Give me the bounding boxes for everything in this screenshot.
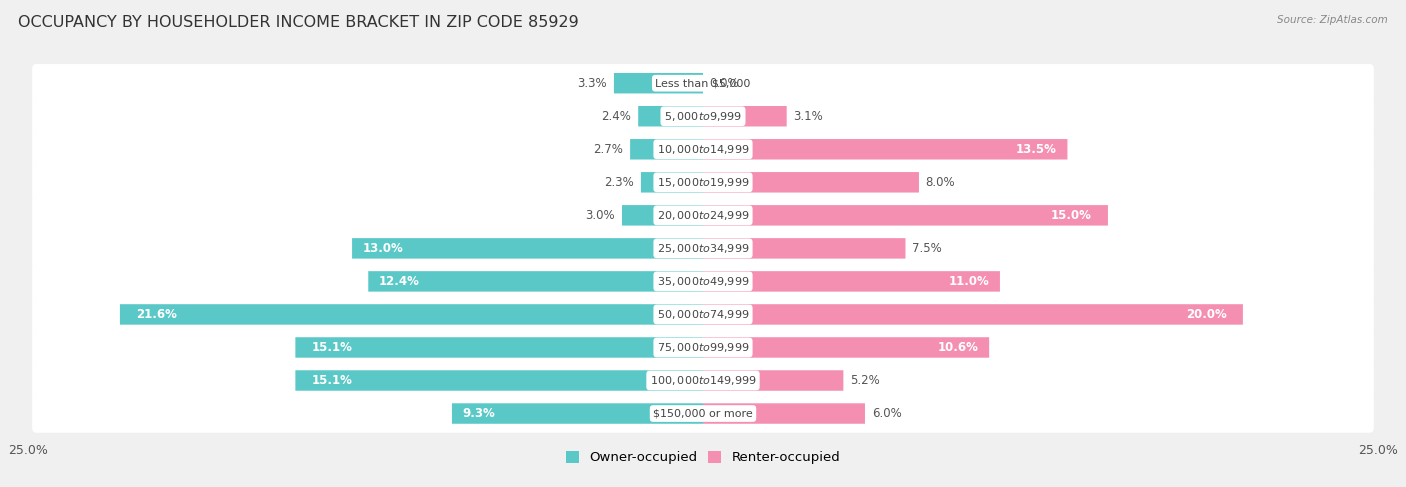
Text: 0.0%: 0.0% [710, 77, 740, 90]
Text: 13.5%: 13.5% [1015, 143, 1057, 156]
FancyBboxPatch shape [295, 337, 703, 358]
Text: 3.3%: 3.3% [578, 77, 607, 90]
FancyBboxPatch shape [32, 163, 1374, 202]
FancyBboxPatch shape [703, 205, 1108, 225]
Text: 10.6%: 10.6% [938, 341, 979, 354]
Text: 5.2%: 5.2% [851, 374, 880, 387]
Text: 6.0%: 6.0% [872, 407, 901, 420]
Text: $50,000 to $74,999: $50,000 to $74,999 [657, 308, 749, 321]
Text: 3.0%: 3.0% [586, 209, 616, 222]
FancyBboxPatch shape [703, 172, 920, 192]
Text: 7.5%: 7.5% [912, 242, 942, 255]
Text: 2.7%: 2.7% [593, 143, 623, 156]
FancyBboxPatch shape [352, 238, 703, 259]
FancyBboxPatch shape [451, 403, 703, 424]
FancyBboxPatch shape [703, 370, 844, 391]
Text: 15.1%: 15.1% [312, 374, 353, 387]
FancyBboxPatch shape [703, 403, 865, 424]
Text: $25,000 to $34,999: $25,000 to $34,999 [657, 242, 749, 255]
FancyBboxPatch shape [703, 304, 1243, 325]
FancyBboxPatch shape [295, 370, 703, 391]
FancyBboxPatch shape [614, 73, 703, 94]
Text: $20,000 to $24,999: $20,000 to $24,999 [657, 209, 749, 222]
Text: Source: ZipAtlas.com: Source: ZipAtlas.com [1277, 15, 1388, 25]
FancyBboxPatch shape [32, 229, 1374, 267]
Text: OCCUPANCY BY HOUSEHOLDER INCOME BRACKET IN ZIP CODE 85929: OCCUPANCY BY HOUSEHOLDER INCOME BRACKET … [18, 15, 579, 30]
FancyBboxPatch shape [621, 205, 703, 225]
Text: 2.3%: 2.3% [605, 176, 634, 189]
FancyBboxPatch shape [32, 196, 1374, 235]
FancyBboxPatch shape [703, 271, 1000, 292]
FancyBboxPatch shape [703, 337, 990, 358]
Text: 20.0%: 20.0% [1185, 308, 1226, 321]
FancyBboxPatch shape [630, 139, 703, 160]
FancyBboxPatch shape [368, 271, 703, 292]
Text: $150,000 or more: $150,000 or more [654, 409, 752, 418]
Text: 8.0%: 8.0% [925, 176, 955, 189]
Text: $100,000 to $149,999: $100,000 to $149,999 [650, 374, 756, 387]
Text: Less than $5,000: Less than $5,000 [655, 78, 751, 88]
Text: 21.6%: 21.6% [136, 308, 177, 321]
FancyBboxPatch shape [120, 304, 703, 325]
Text: $75,000 to $99,999: $75,000 to $99,999 [657, 341, 749, 354]
Text: 11.0%: 11.0% [949, 275, 990, 288]
FancyBboxPatch shape [32, 97, 1374, 135]
FancyBboxPatch shape [32, 295, 1374, 334]
Text: $15,000 to $19,999: $15,000 to $19,999 [657, 176, 749, 189]
FancyBboxPatch shape [32, 262, 1374, 300]
Text: 15.1%: 15.1% [312, 341, 353, 354]
FancyBboxPatch shape [32, 394, 1374, 432]
FancyBboxPatch shape [32, 64, 1374, 102]
Text: 13.0%: 13.0% [363, 242, 404, 255]
FancyBboxPatch shape [32, 328, 1374, 367]
FancyBboxPatch shape [641, 172, 703, 192]
FancyBboxPatch shape [32, 361, 1374, 400]
Text: 12.4%: 12.4% [380, 275, 420, 288]
Text: $10,000 to $14,999: $10,000 to $14,999 [657, 143, 749, 156]
FancyBboxPatch shape [703, 139, 1067, 160]
Text: $5,000 to $9,999: $5,000 to $9,999 [664, 110, 742, 123]
Text: 2.4%: 2.4% [602, 110, 631, 123]
Text: 3.1%: 3.1% [793, 110, 823, 123]
FancyBboxPatch shape [703, 106, 787, 127]
FancyBboxPatch shape [703, 238, 905, 259]
Text: 15.0%: 15.0% [1050, 209, 1091, 222]
FancyBboxPatch shape [638, 106, 703, 127]
FancyBboxPatch shape [32, 130, 1374, 169]
Text: 9.3%: 9.3% [463, 407, 495, 420]
Text: $35,000 to $49,999: $35,000 to $49,999 [657, 275, 749, 288]
Legend: Owner-occupied, Renter-occupied: Owner-occupied, Renter-occupied [560, 446, 846, 469]
